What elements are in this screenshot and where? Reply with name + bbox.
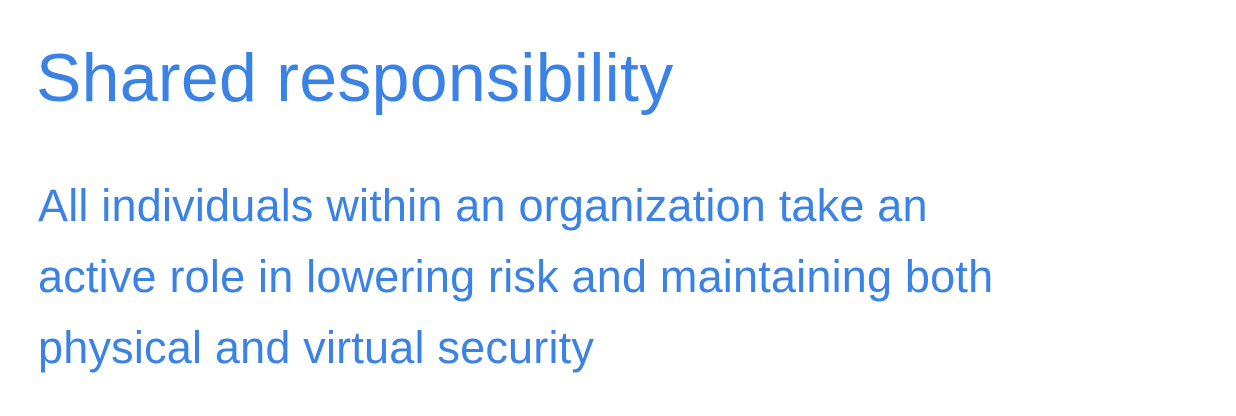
definition-text: All individuals within an organization t… — [38, 170, 1218, 383]
definition-line: physical and virtual security — [38, 322, 595, 373]
slide-title: Shared responsibility — [36, 40, 674, 116]
definition-line: active role in lowering risk and maintai… — [38, 251, 994, 302]
definition-line: All individuals within an organization t… — [38, 180, 928, 231]
